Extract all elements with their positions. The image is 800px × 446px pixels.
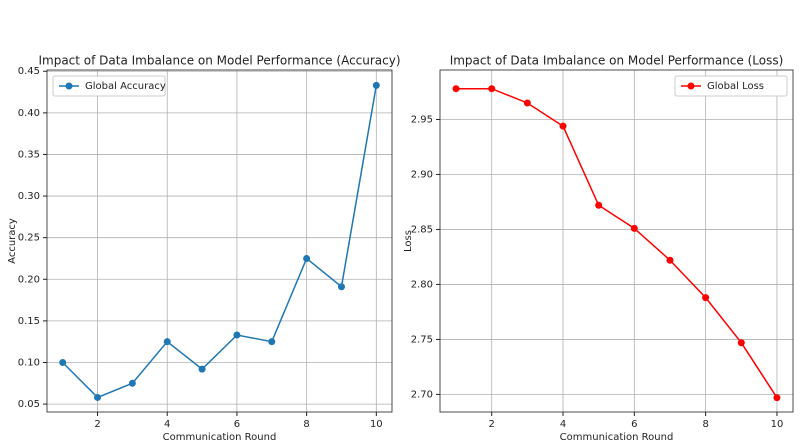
chart-title: Impact of Data Imbalance on Model Perfor… xyxy=(450,54,784,68)
x-tick-label: 10 xyxy=(771,419,784,430)
legend-marker xyxy=(65,82,73,90)
x-tick-label: 8 xyxy=(303,419,309,430)
x-tick-label: 6 xyxy=(234,419,240,430)
y-tick-label: 2.95 xyxy=(411,114,433,125)
legend-marker xyxy=(687,82,695,90)
marker xyxy=(702,294,710,302)
marker xyxy=(523,99,531,107)
marker xyxy=(303,254,311,262)
marker xyxy=(59,358,67,366)
y-tick-label: 2.90 xyxy=(411,169,433,180)
legend-label: Global Accuracy xyxy=(85,81,166,92)
marker xyxy=(595,201,603,209)
x-tick-label: 6 xyxy=(631,419,637,430)
marker xyxy=(233,331,241,339)
y-tick-label: 2.75 xyxy=(411,334,433,345)
x-tick-label: 4 xyxy=(164,419,170,430)
x-tick-label: 2 xyxy=(94,419,100,430)
legend-box xyxy=(674,75,788,97)
marker xyxy=(337,283,345,291)
marker xyxy=(737,339,745,347)
marker xyxy=(773,394,781,402)
marker xyxy=(559,122,567,130)
x-tick-label: 8 xyxy=(702,419,708,430)
y-tick-label: 0.25 xyxy=(18,233,40,244)
y-tick-label: 0.40 xyxy=(18,108,40,119)
marker xyxy=(94,393,102,401)
y-tick-label: 0.45 xyxy=(18,66,40,77)
marker xyxy=(128,379,136,387)
marker xyxy=(198,365,206,373)
y-tick-label: 0.30 xyxy=(18,191,40,202)
y-tick-label: 2.70 xyxy=(411,389,433,400)
x-tick-label: 4 xyxy=(560,419,566,430)
line xyxy=(62,85,378,399)
legend-label: Global Loss xyxy=(707,81,764,92)
y-tick-label: 0.10 xyxy=(18,357,40,368)
y-tick-label: 0.15 xyxy=(18,316,40,327)
marker xyxy=(268,338,276,346)
x-axis-label: Communication Round xyxy=(163,432,277,443)
y-tick-label: 0.35 xyxy=(18,149,40,160)
line xyxy=(456,87,778,399)
plot-frame xyxy=(46,69,393,413)
marker xyxy=(163,338,171,346)
marker xyxy=(488,85,496,93)
x-tick-label: 10 xyxy=(370,419,383,430)
marker xyxy=(372,81,380,89)
y-axis-label: Accuracy xyxy=(7,218,18,264)
chart-title: Impact of Data Imbalance on Model Perfor… xyxy=(38,54,400,68)
marker xyxy=(452,85,460,93)
plot-frame xyxy=(439,69,794,413)
x-tick-label: 2 xyxy=(489,419,495,430)
y-tick-label: 2.85 xyxy=(411,224,433,235)
y-tick-label: 0.05 xyxy=(18,399,40,410)
x-axis-label: Communication Round xyxy=(560,432,674,443)
y-tick-label: 2.80 xyxy=(411,279,433,290)
y-axis-label: Loss xyxy=(403,230,414,252)
marker xyxy=(666,256,674,264)
y-tick-label: 0.20 xyxy=(18,274,40,285)
legend-box xyxy=(52,75,166,97)
marker xyxy=(630,224,638,232)
